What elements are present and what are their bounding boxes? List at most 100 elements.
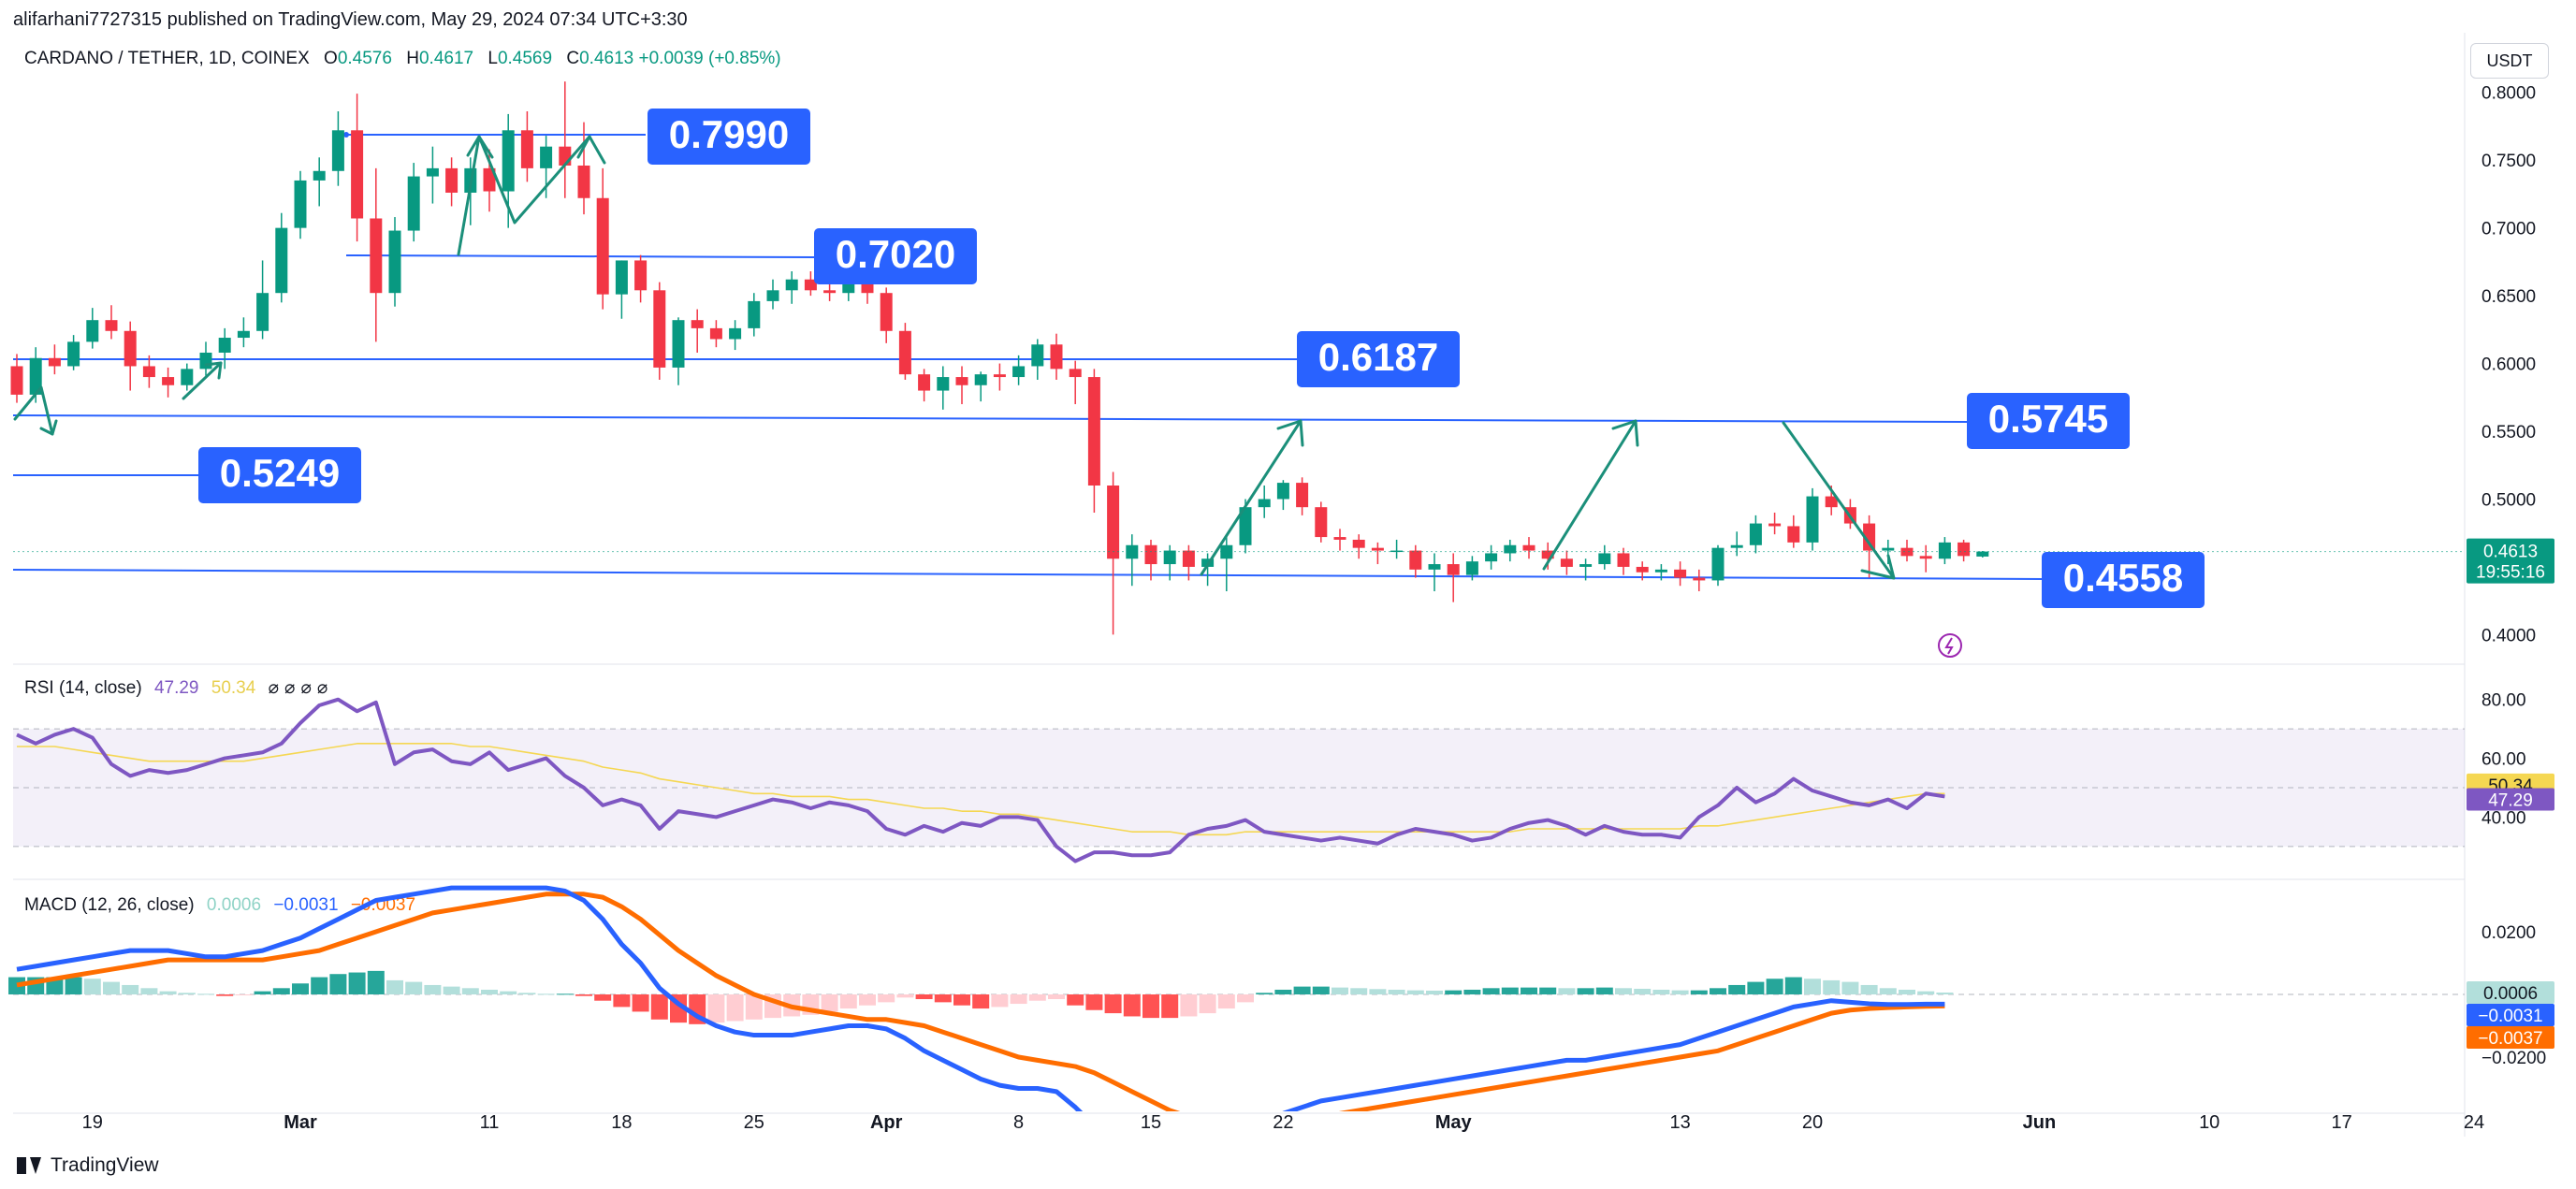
candle[interactable]: [993, 363, 1006, 391]
macd-histogram-bar[interactable]: [878, 994, 895, 1003]
candle[interactable]: [729, 320, 742, 351]
candle[interactable]: [142, 355, 155, 388]
macd-histogram-bar[interactable]: [1293, 986, 1311, 994]
candle[interactable]: [294, 170, 307, 239]
candle[interactable]: [559, 81, 572, 198]
candle[interactable]: [748, 293, 761, 337]
candle[interactable]: [313, 157, 326, 207]
macd-histogram-bar[interactable]: [839, 994, 857, 1009]
macd-histogram-bar[interactable]: [461, 988, 479, 994]
macd-histogram-bar[interactable]: [1539, 987, 1557, 994]
candle[interactable]: [880, 287, 893, 343]
candle[interactable]: [1050, 333, 1063, 380]
candle[interactable]: [785, 271, 798, 304]
candle[interactable]: [1012, 355, 1026, 385]
candle[interactable]: [1447, 553, 1460, 602]
candle[interactable]: [237, 317, 250, 348]
candle[interactable]: [898, 323, 911, 380]
level-line-0702[interactable]: [345, 254, 815, 258]
candle[interactable]: [370, 167, 383, 342]
level-badge[interactable]: 0.6187: [1297, 331, 1460, 387]
candle[interactable]: [1938, 537, 1951, 565]
macd-histogram-bar[interactable]: [311, 977, 328, 994]
candle[interactable]: [48, 344, 61, 375]
macd-histogram-bar[interactable]: [178, 993, 196, 994]
candle[interactable]: [804, 271, 817, 297]
macd-histogram-bar[interactable]: [197, 993, 214, 995]
macd-histogram-bar[interactable]: [1199, 994, 1216, 1014]
candle[interactable]: [937, 366, 950, 410]
macd-histogram-bar[interactable]: [1463, 989, 1481, 994]
candle[interactable]: [1560, 550, 1573, 575]
macd-histogram-bar[interactable]: [292, 983, 309, 994]
macd-histogram-bar[interactable]: [1028, 994, 1046, 1001]
candle[interactable]: [351, 94, 364, 242]
arrow-path[interactable]: [13, 385, 54, 436]
macd-histogram-bar[interactable]: [216, 994, 234, 996]
candle[interactable]: [407, 163, 420, 242]
level-badge[interactable]: 0.7020: [814, 228, 977, 284]
macd-histogram-bar[interactable]: [1482, 988, 1500, 994]
macd-histogram-bar[interactable]: [1899, 989, 1915, 994]
macd-signal-line[interactable]: [16, 892, 1945, 1126]
candle[interactable]: [1693, 569, 1706, 592]
macd-histogram-bar[interactable]: [1690, 990, 1708, 994]
footer-brand[interactable]: TradingView: [51, 1154, 159, 1176]
candle[interactable]: [1107, 471, 1120, 635]
macd-histogram-bar[interactable]: [1161, 994, 1179, 1019]
candle[interactable]: [653, 282, 666, 380]
macd-histogram-bar[interactable]: [1406, 990, 1424, 994]
candle[interactable]: [1371, 542, 1384, 565]
level-badge[interactable]: 0.5745: [1967, 393, 2130, 449]
candle[interactable]: [1749, 515, 1762, 554]
rsi-ma-line[interactable]: [17, 743, 1945, 836]
macd-histogram-bar[interactable]: [953, 994, 970, 1006]
candle[interactable]: [1465, 556, 1478, 581]
candle[interactable]: [1428, 553, 1441, 592]
macd-histogram-bar[interactable]: [991, 994, 1009, 1008]
macd-histogram-bar[interactable]: [500, 991, 517, 994]
candle[interactable]: [1636, 561, 1649, 581]
candle[interactable]: [1617, 547, 1630, 575]
macd-histogram-bar[interactable]: [1671, 990, 1689, 994]
macd-histogram-bar[interactable]: [1879, 988, 1897, 994]
candle[interactable]: [124, 321, 137, 391]
macd-histogram-bar[interactable]: [1841, 981, 1859, 994]
candle[interactable]: [1504, 539, 1517, 562]
candle[interactable]: [1674, 561, 1687, 587]
currency-button[interactable]: USDT: [2470, 43, 2549, 79]
macd-histogram-bar[interactable]: [1710, 988, 1726, 994]
macd-histogram-bar[interactable]: [1784, 977, 1802, 994]
macd-histogram-bar[interactable]: [632, 994, 649, 1012]
candle[interactable]: [1654, 564, 1667, 581]
candle[interactable]: [1976, 550, 1989, 558]
macd-histogram-bar[interactable]: [1936, 992, 1954, 994]
macd-histogram-bar[interactable]: [65, 977, 82, 994]
candle[interactable]: [1182, 544, 1195, 581]
macd-histogram-bar[interactable]: [594, 994, 612, 1001]
arrow-path[interactable]: [457, 135, 591, 256]
candle[interactable]: [1598, 544, 1611, 570]
candle[interactable]: [1957, 539, 1971, 562]
macd-histogram-bar[interactable]: [405, 981, 423, 994]
candle[interactable]: [1315, 501, 1328, 543]
macd-histogram-bar[interactable]: [1766, 979, 1783, 994]
macd-histogram-bar[interactable]: [329, 974, 347, 994]
macd-histogram-bar[interactable]: [1728, 984, 1746, 994]
macd-histogram-bar[interactable]: [575, 994, 592, 996]
candle[interactable]: [426, 146, 439, 204]
macd-histogram-bar[interactable]: [915, 994, 933, 1000]
macd-histogram-bar[interactable]: [859, 994, 876, 1006]
candle[interactable]: [181, 363, 194, 391]
macd-histogram-bar[interactable]: [1048, 994, 1065, 1000]
macd-histogram-bar[interactable]: [1142, 994, 1159, 1019]
candle[interactable]: [520, 111, 533, 182]
candle[interactable]: [1485, 544, 1498, 570]
macd-histogram-bar[interactable]: [556, 993, 574, 995]
arrow-path[interactable]: [1200, 419, 1303, 576]
candle[interactable]: [955, 366, 968, 405]
macd-histogram-bar[interactable]: [1369, 989, 1387, 994]
arrow-path[interactable]: [1782, 421, 1896, 580]
candle[interactable]: [634, 254, 648, 303]
